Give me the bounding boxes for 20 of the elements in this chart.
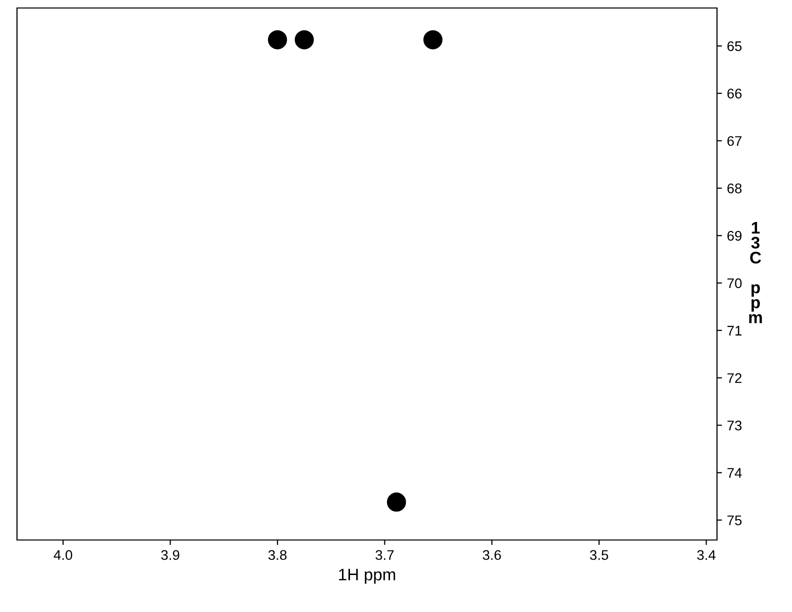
x-tick-label: 3.5 — [590, 550, 608, 560]
y-tick-label: 73 — [727, 420, 742, 430]
x-tick-label: 3.7 — [376, 550, 394, 560]
y-tick-label: 75 — [727, 516, 742, 526]
x-tick-label: 3.8 — [268, 550, 287, 560]
y-tick-label: 65 — [727, 41, 742, 52]
text: 13C ppm — [749, 222, 762, 324]
x-tick-label: 3.6 — [482, 550, 501, 560]
y-tick-label: 72 — [727, 373, 742, 383]
x-axis-title: 1H ppm — [339, 568, 396, 584]
y-tick-label: 70 — [727, 278, 742, 288]
y-tick-label: 67 — [727, 136, 742, 146]
y-tick-label: 69 — [727, 230, 742, 241]
x-tick-label: 3.9 — [161, 550, 180, 560]
x-tick-label: 4.0 — [54, 550, 72, 560]
y-tick-label: 68 — [727, 184, 742, 194]
x-tick-label: 3.4 — [697, 550, 716, 560]
y-tick-label: 66 — [727, 88, 742, 99]
y-tick-label: 74 — [727, 468, 742, 478]
y-tick-label: 71 — [727, 326, 742, 336]
